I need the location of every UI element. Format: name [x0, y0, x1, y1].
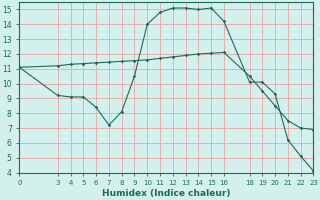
X-axis label: Humidex (Indice chaleur): Humidex (Indice chaleur) — [102, 189, 231, 198]
